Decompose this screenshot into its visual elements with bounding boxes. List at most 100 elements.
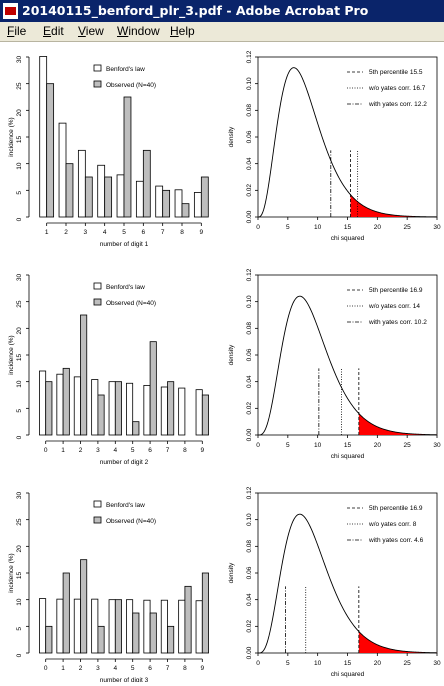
document-page: 0 5 10 15 20 25 30 incidence (%) 1 2 3 4 5 6 7 8 9 number… <box>0 42 444 684</box>
y-tick-label: 0 <box>16 435 23 439</box>
observed-bar <box>200 176 209 218</box>
x-tick-label: 6 <box>142 229 146 236</box>
y-tick-label: 0.00 <box>246 210 253 223</box>
acrobat-pdf-icon <box>3 3 18 19</box>
y-tick-label: 0 <box>16 653 23 657</box>
menu-window[interactable]: Window <box>117 24 160 38</box>
legend-label: 5th percentile 16.9 <box>369 505 423 512</box>
x-axis-label: number of digit 3 <box>100 677 149 682</box>
observed-bar <box>167 381 175 436</box>
legend-label: w/o yates corr. 8 <box>368 521 417 528</box>
legend-swatch-observed <box>93 80 102 88</box>
benford-bar <box>108 599 116 654</box>
observed-bar <box>149 341 157 436</box>
benford-bar <box>193 192 202 218</box>
menu-file[interactable]: File <box>7 24 27 38</box>
x-tick-label: 20 <box>374 442 382 449</box>
benford-bar <box>91 379 99 436</box>
plot-frame <box>257 56 438 218</box>
benford-bar <box>143 384 151 436</box>
x-tick-label: 6 <box>148 665 152 672</box>
observed-bar <box>132 612 140 654</box>
y-axis-label: incidence (%) <box>8 335 15 374</box>
menu-edit[interactable]: Edit <box>43 24 64 38</box>
x-tick-label: 9 <box>200 665 204 672</box>
x-tick-label: 2 <box>79 665 83 672</box>
x-tick-label: 4 <box>113 665 117 672</box>
legend-label: w/o yates corr. 14 <box>368 303 420 310</box>
benford-bar <box>73 598 81 654</box>
plot-frame <box>257 492 438 654</box>
x-tick-label: 5 <box>122 229 126 236</box>
x-tick-label: 15 <box>344 442 352 449</box>
legend-swatch-observed <box>93 298 102 306</box>
x-tick-label: 8 <box>180 229 184 236</box>
x-tick-label: 1 <box>61 665 65 672</box>
observed-bar <box>80 314 88 436</box>
legend-swatch-benford <box>93 500 102 508</box>
y-tick-label: 10 <box>16 598 23 606</box>
x-tick-label: 25 <box>404 660 412 667</box>
x-tick-label: 0 <box>44 665 48 672</box>
x-tick-label: 7 <box>166 665 170 672</box>
y-tick-label: 15 <box>16 354 23 362</box>
y-tick-label: 25 <box>16 300 23 308</box>
y-axis-label: density <box>228 126 235 147</box>
observed-bar <box>97 625 105 654</box>
benford-bar <box>174 189 183 218</box>
benford-bar <box>91 598 99 654</box>
x-axis-label: number of digit 2 <box>100 459 149 466</box>
y-tick-label: 20 <box>16 327 23 335</box>
x-tick-label: 4 <box>103 229 107 236</box>
density-curve <box>258 67 437 218</box>
y-tick-label: 10 <box>16 380 23 388</box>
benford-bar <box>160 386 168 436</box>
observed-bar <box>114 599 122 654</box>
x-tick-label: 10 <box>314 660 322 667</box>
benford-bar <box>116 174 125 218</box>
y-tick-label: 0.02 <box>246 620 253 633</box>
legend-label: with yates corr. 12.2 <box>368 101 427 108</box>
x-tick-label: 15 <box>344 660 352 667</box>
observed-bar <box>114 381 122 436</box>
observed-bar <box>46 83 55 218</box>
y-axis-label: density <box>228 562 235 583</box>
y-tick-label: 0.12 <box>246 486 253 499</box>
y-tick-label: 0.00 <box>246 646 253 659</box>
observed-bar <box>97 394 105 436</box>
y-tick-label: 30 <box>16 274 23 282</box>
x-tick-label: 25 <box>404 224 412 231</box>
x-tick-label: 2 <box>79 447 83 454</box>
benford-bar <box>143 599 151 654</box>
menu-help[interactable]: Help <box>170 24 195 38</box>
x-tick-label: 3 <box>96 447 100 454</box>
y-tick-label: 15 <box>16 572 23 580</box>
y-tick-label: 0.06 <box>246 130 253 143</box>
y-tick-label: 0.10 <box>246 513 253 526</box>
benford-bar <box>97 164 106 218</box>
menu-view[interactable]: View <box>78 24 104 38</box>
x-tick-label: 8 <box>183 665 187 672</box>
y-tick-label: 30 <box>16 492 23 500</box>
x-tick-label: 3 <box>84 229 88 236</box>
x-tick-label: 5 <box>131 665 135 672</box>
x-axis-label: chi squared <box>331 671 365 678</box>
benford-bar <box>39 598 47 654</box>
x-tick-label: 0 <box>44 447 48 454</box>
x-tick-label: 5 <box>286 224 290 231</box>
x-tick-label: 2 <box>64 229 68 236</box>
x-tick-label: 30 <box>433 442 441 449</box>
x-tick-label: 9 <box>200 447 204 454</box>
y-tick-label: 0 <box>16 217 23 221</box>
legend-label: 5th percentile 15.5 <box>369 69 423 76</box>
x-tick-label: 0 <box>256 442 260 449</box>
x-tick-label: 6 <box>148 447 152 454</box>
rejection-tail-area <box>358 631 437 653</box>
benford-bar <box>195 600 203 654</box>
observed-bar <box>201 394 209 436</box>
x-tick-label: 9 <box>200 229 204 236</box>
benford-bar <box>135 180 144 218</box>
y-tick-label: 0.10 <box>246 77 253 90</box>
benford-bar <box>39 370 47 436</box>
